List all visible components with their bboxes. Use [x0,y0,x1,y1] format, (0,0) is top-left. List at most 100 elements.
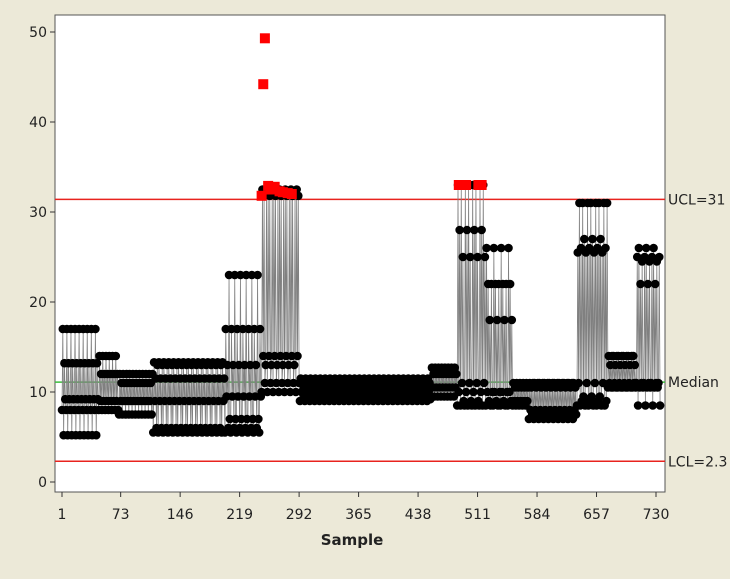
data-point [489,243,499,253]
data-point [522,396,532,406]
data-point [289,360,299,370]
data-point [641,401,650,410]
data-point [649,243,658,253]
x-axis: 1 73 146 219 292 365 438 511 584 657 730 [58,492,670,523]
data-point [648,401,658,410]
data-point [500,315,509,325]
data-point [590,378,600,388]
data-point [219,374,229,383]
reference-line-label-2: LCL=2.3 [668,454,727,470]
x-tick-label: 365 [345,507,372,523]
data-point [650,279,660,289]
out-of-control-point [286,189,297,199]
data-point [455,225,464,235]
x-tick-label: 292 [286,507,313,523]
data-point [504,243,513,253]
data-point [643,279,653,289]
data-point [255,324,265,334]
x-tick-label: 511 [464,507,491,523]
out-of-control-point [461,180,472,190]
x-tick-label: 730 [643,507,670,523]
data-point [465,378,474,388]
data-point [111,351,121,361]
data-point [254,428,264,437]
y-tick-label: 40 [29,115,47,131]
x-tick-label: 146 [167,507,194,523]
data-point [457,378,467,388]
data-point [587,392,596,401]
data-point [634,243,644,253]
y-tick-label: 30 [29,205,47,221]
y-tick-label: 0 [38,475,47,491]
data-point [602,396,611,406]
data-point [458,252,468,262]
data-point [574,378,583,388]
data-point [654,252,664,262]
data-point [254,414,263,424]
data-point [293,351,302,361]
data-point [571,410,581,419]
data-point [633,401,643,410]
y-tick-label: 10 [29,385,47,401]
data-point [601,243,610,253]
data-point [641,243,651,253]
data-point [465,252,475,262]
data-point [482,243,491,253]
x-tick-label: 219 [226,507,253,523]
data-point [507,315,517,325]
data-point [505,279,515,289]
out-of-control-point [256,190,267,201]
data-point [582,378,592,388]
data-point [91,324,100,334]
data-point [91,430,101,440]
data-point [251,360,261,370]
reference-lines: UCL=31 Median LCL=2.3 [55,192,727,470]
data-point [253,270,262,280]
data-point [479,378,489,388]
data-point [477,225,486,235]
data-point [480,252,490,262]
out-of-control-point [258,79,269,90]
y-axis: 0 10 20 30 40 50 [29,25,55,491]
x-axis-title: Sample [321,531,384,549]
reference-line-label-0: UCL=31 [668,192,725,208]
data-point [476,387,486,397]
data-point [492,315,502,325]
data-point [636,279,645,289]
data-point [654,378,663,388]
data-point [602,198,612,208]
out-of-control-point [476,180,487,190]
data-point [628,351,638,361]
data-point [596,234,605,244]
x-tick-label: 438 [405,507,432,523]
y-tick-label: 20 [29,295,47,311]
data-point [92,358,102,368]
data-point [461,387,471,397]
data-point [454,387,464,397]
data-point [580,234,589,244]
data-points [57,180,665,440]
data-point [630,360,640,370]
x-tick-label: 73 [112,507,130,523]
out-of-control-points [256,33,487,201]
data-point [595,392,605,401]
data-point [469,387,478,397]
data-point [462,225,472,235]
x-tick-label: 584 [524,507,551,523]
data-point [472,378,482,388]
reference-line-label-1: Median [668,375,719,391]
data-point [655,401,665,410]
x-tick-label: 657 [583,507,610,523]
data-point [579,392,588,401]
data-point [452,369,461,379]
data-point [470,225,479,235]
data-point [485,315,495,325]
data-point [473,252,482,262]
x-tick-label: 1 [58,507,67,523]
data-point [588,234,597,244]
y-tick-label: 50 [29,25,47,41]
data-point [496,243,506,253]
out-of-control-point [259,33,270,44]
